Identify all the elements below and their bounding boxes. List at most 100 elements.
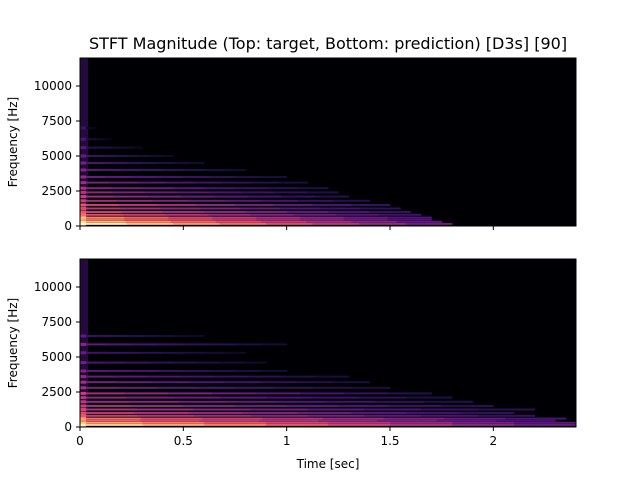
- harmonic-segment: [276, 400, 326, 403]
- harmonic-segment: [235, 343, 262, 346]
- harmonic-attack: [80, 213, 86, 217]
- harmonic-segment: [214, 375, 249, 378]
- harmonic-segment: [188, 381, 226, 384]
- harmonic-segment: [504, 417, 567, 420]
- harmonic-segment: [235, 386, 275, 389]
- harmonic-segment: [80, 412, 135, 414]
- harmonic-segment: [167, 218, 213, 221]
- harmonic-segment: [161, 155, 174, 157]
- harmonic-segment: [299, 218, 344, 221]
- harmonic-segment: [80, 381, 117, 384]
- x-tick-label: 1: [283, 434, 291, 448]
- harmonic-segment: [315, 375, 350, 378]
- harmonic-segment: [297, 199, 334, 202]
- harmonic-segment: [103, 146, 112, 149]
- harmonic-segment: [387, 216, 432, 219]
- harmonic-segment: [144, 191, 178, 194]
- harmonic-segment: [136, 181, 166, 184]
- harmonic-segment: [140, 417, 202, 420]
- harmonic-attack: [80, 396, 86, 400]
- harmonic-segment: [170, 220, 217, 223]
- harmonic-segment: [204, 423, 267, 426]
- harmonic-segment: [405, 396, 453, 399]
- harmonic-segment: [359, 222, 406, 225]
- harmonic-segment: [250, 181, 280, 184]
- harmonic-segment: [328, 211, 370, 213]
- harmonic-segment: [390, 423, 453, 426]
- harmonic-segment: [157, 176, 184, 178]
- harmonic-segment: [80, 195, 115, 198]
- harmonic-segment: [80, 155, 93, 157]
- harmonic-segment: [260, 370, 288, 372]
- harmonic-segment: [126, 162, 143, 164]
- harmonic-attack: [80, 369, 86, 373]
- harmonic-segment: [299, 216, 344, 219]
- harmonic-segment: [335, 213, 379, 216]
- harmonic-segment: [266, 187, 298, 190]
- harmonic-attack: [80, 220, 86, 224]
- harmonic-segment: [80, 370, 107, 372]
- harmonic-segment: [260, 343, 288, 346]
- harmonic-segment: [235, 204, 275, 206]
- harmonic-segment: [167, 392, 213, 395]
- harmonic-segment: [80, 408, 138, 411]
- harmonic-segment: [273, 204, 313, 206]
- harmonic-segment: [312, 204, 352, 206]
- harmonic-segment: [224, 351, 246, 354]
- harmonic-segment: [122, 213, 166, 216]
- harmonic-segment: [80, 396, 127, 399]
- harmonic-segment: [441, 405, 494, 407]
- harmonic-segment: [80, 216, 125, 219]
- harmonic-segment: [188, 412, 244, 414]
- harmonic-attack: [80, 181, 86, 185]
- harmonic-segment: [266, 423, 329, 426]
- harmonic-segment: [245, 211, 288, 213]
- harmonic-segment: [405, 222, 453, 225]
- harmonic-segment: [343, 392, 388, 395]
- y-tick-label: 7500: [41, 114, 72, 128]
- harmonic-segment: [126, 155, 139, 157]
- harmonic-segment: [224, 199, 262, 202]
- harmonic-segment: [364, 414, 422, 417]
- harmonic-segment: [131, 405, 184, 407]
- harmonic-segment: [209, 176, 236, 178]
- harmonic-segment: [444, 417, 506, 420]
- harmonic-segment: [136, 408, 195, 411]
- harmonic-segment: [173, 187, 205, 190]
- harmonic-segment: [255, 216, 301, 219]
- harmonic-segment: [306, 191, 339, 194]
- harmonic-segment: [80, 207, 121, 210]
- harmonic-attack: [80, 207, 86, 210]
- harmonic-segment: [165, 213, 209, 216]
- harmonic-segment: [183, 405, 236, 407]
- harmonic-attack: [80, 414, 86, 418]
- harmonic-segment: [278, 181, 308, 184]
- harmonic-segment: [160, 207, 201, 210]
- harmonic-segment: [80, 375, 115, 378]
- harmonic-segment: [83, 138, 89, 141]
- y-tick-label: 7500: [41, 315, 72, 329]
- harmonic-attack: [80, 154, 86, 158]
- y-axis-label: Frequency [Hz]: [6, 298, 20, 389]
- harmonic-segment: [113, 195, 148, 198]
- harmonic-segment: [219, 396, 267, 399]
- harmonic-segment: [80, 191, 113, 194]
- x-tick-label: 2: [490, 434, 498, 448]
- harmonic-segment: [383, 417, 445, 420]
- harmonic-segment: [142, 351, 164, 354]
- harmonic-segment: [91, 155, 104, 157]
- harmonic-segment: [359, 396, 406, 399]
- harmonic-segment: [452, 421, 515, 424]
- harmonic-segment: [297, 412, 352, 414]
- harmonic-segment: [134, 412, 189, 414]
- harmonic-segment: [183, 176, 210, 178]
- harmonic-segment: [131, 343, 158, 346]
- harmonic-segment: [116, 199, 153, 202]
- harmonic-segment: [108, 181, 138, 184]
- harmonic-segment: [273, 191, 307, 194]
- harmonic-attack: [80, 186, 86, 190]
- harmonic-attack: [80, 419, 86, 423]
- harmonic-segment: [281, 375, 316, 378]
- harmonic-segment: [196, 204, 236, 206]
